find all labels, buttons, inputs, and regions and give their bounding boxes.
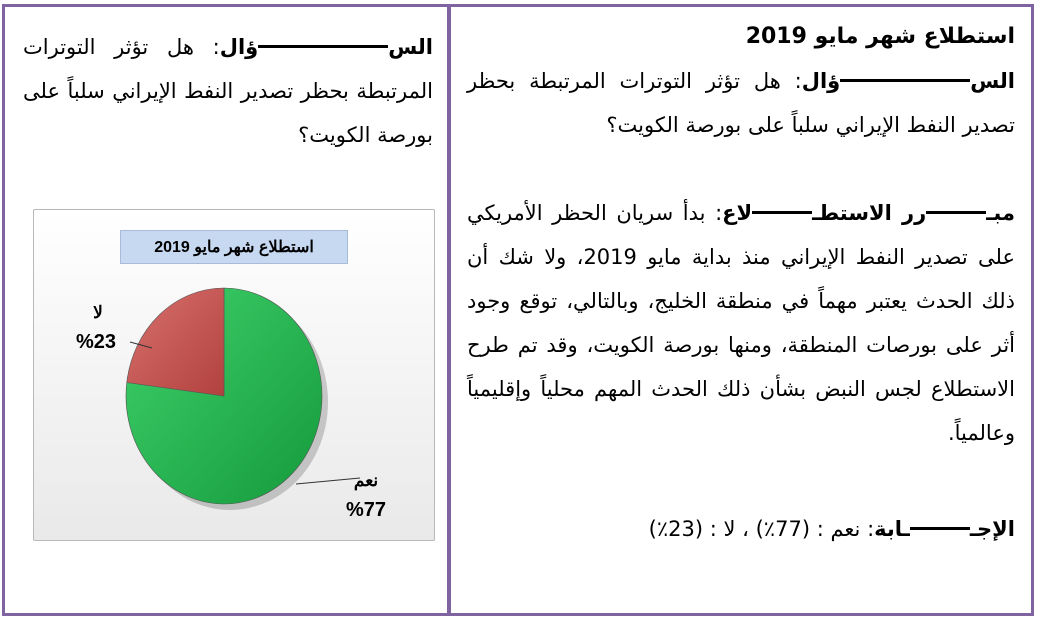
justification-paragraph: مبـرر الاستطـلاع: بدأ سريان الحظر الأمري… (467, 191, 1015, 455)
right-question: السؤال: هل تؤثر التوترات المرتبطة بحظر ت… (467, 59, 1015, 147)
justification-text: : بدأ سريان الحظر الأمريكي على تصدير الن… (467, 201, 1015, 445)
label-no-value: %23 (76, 331, 116, 353)
label-leader-yes (295, 477, 361, 485)
question-label: السؤال (801, 69, 1015, 93)
left-question: السؤال: هل تؤثر التوترات المرتبطة بحظر ت… (23, 25, 433, 157)
left-panel: السؤال: هل تؤثر التوترات المرتبطة بحظر ت… (2, 4, 450, 616)
pie-chart: لا %23 نعم %77 (76, 287, 386, 521)
right-content: استطلاع شهر مايو 2019 السؤال: هل تؤثر ال… (467, 15, 1015, 455)
chart-title: استطلاع شهر مايو 2019 (120, 230, 348, 264)
spacer (467, 147, 1015, 191)
answer-label: الإجــابة (874, 517, 1015, 541)
question-label: السؤال (219, 35, 433, 59)
label-yes-word: نعم (354, 471, 378, 491)
answer-text: : نعم : (77٪) ، لا : (23٪) (648, 517, 875, 541)
pie-slice-no (126, 287, 225, 397)
right-panel: استطلاع شهر مايو 2019 السؤال: هل تؤثر ال… (448, 4, 1034, 616)
survey-title: استطلاع شهر مايو 2019 (745, 24, 1015, 49)
label-leader-no (129, 341, 153, 349)
answer-line: الإجــابة: نعم : (77٪) ، لا : (23٪) (467, 507, 1015, 551)
question-text: : هل تؤثر التوترات المرتبطة بحظر تصدير ا… (23, 35, 433, 147)
question-text: : هل تؤثر التوترات المرتبطة بحظر تصدير ا… (467, 69, 1015, 137)
label-no-word: لا (93, 303, 103, 322)
pie-chart-card: استطلاع شهر مايو 2019 لا %23 نعم %77 (33, 209, 435, 541)
justification-label: مبـرر الاستطـلاع (722, 201, 1015, 225)
label-yes-value: %77 (346, 499, 386, 521)
